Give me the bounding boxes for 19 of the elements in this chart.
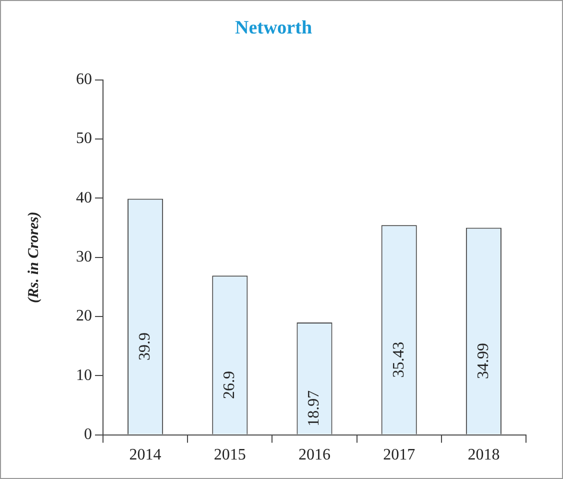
y-tick-label: 50 xyxy=(76,130,92,148)
data-label: 26.9 xyxy=(221,370,238,399)
data-label: 35.43 xyxy=(390,342,408,378)
x-tick-label: 2015 xyxy=(214,446,246,464)
y-tick-label: 20 xyxy=(76,308,92,325)
y-tick-label: 40 xyxy=(76,189,92,206)
x-tick-label: 2014 xyxy=(129,446,162,464)
y-tick-label: 60 xyxy=(76,71,92,88)
chart-title: Networth xyxy=(234,17,312,38)
y-tick-label: 10 xyxy=(76,366,92,384)
y-axis-title: (Rs. in Crores) xyxy=(26,212,42,303)
x-tick-label: 2017 xyxy=(383,446,416,464)
data-label: 34.99 xyxy=(474,343,492,380)
y-tick-label: 30 xyxy=(76,248,92,266)
y-tick-label: 0 xyxy=(84,426,92,444)
data-label: 18.97 xyxy=(306,390,323,426)
x-tick-label: 2018 xyxy=(468,446,500,464)
data-label: 39.9 xyxy=(136,332,154,361)
x-tick-label: 2016 xyxy=(298,446,330,464)
